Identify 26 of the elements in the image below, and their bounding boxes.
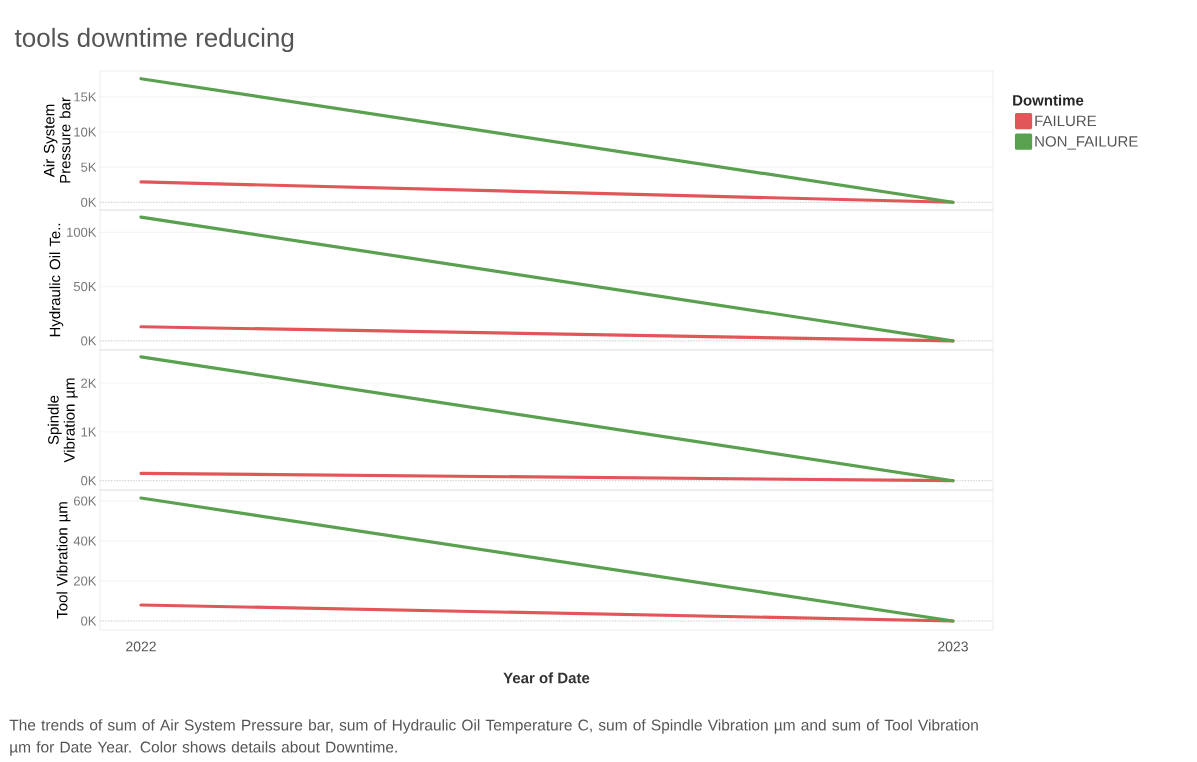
- y-tick-label: 20K: [74, 576, 97, 586]
- y-axis-title: Air System Pressure bar: [43, 97, 71, 183]
- y-axis-title: Hydraulic Oil Te..: [49, 223, 64, 337]
- y-tick-label: 15K: [74, 92, 97, 102]
- y-tick-label: 100K: [67, 227, 97, 237]
- y-tick-label: 40K: [73, 536, 97, 546]
- x-axis-title: Year of Date: [503, 672, 590, 684]
- y-tick-label: 0K: [81, 197, 97, 207]
- y-tick-label: 0K: [81, 616, 97, 626]
- text: The trends of sum of Air System Pressure bar, sum of Hydraulic Oil Temperature C, sum of Spindle Vibration µm and sum of Tool Vibration µm for Date Year. Color shows details about Downtime.: [9, 719, 978, 756]
- legend-title: Downtime: [1013, 94, 1084, 106]
- y-tick-label: 60K: [74, 496, 97, 506]
- legend-label: NON_FAILURE: [1035, 136, 1138, 150]
- y-tick-label: 1K: [81, 427, 97, 437]
- y-tick-label: 50K: [73, 281, 97, 292]
- x-tick-label: 2022: [126, 641, 156, 652]
- chart-title: tools downtime reducing: [14, 27, 294, 53]
- y-tick-label: 5K: [81, 162, 97, 172]
- y-tick-label: 0K: [81, 476, 97, 486]
- y-tick-label: 10K: [74, 127, 97, 137]
- x-tick-label: 2023: [938, 641, 968, 652]
- legend-label: FAILURE: [1035, 115, 1097, 127]
- y-tick-label: 0K: [81, 336, 97, 346]
- y-tick-label: 2K: [81, 378, 97, 388]
- y-axis-title: Spindle Vibration µm: [47, 378, 78, 463]
- y-axis-title: Tool Vibration µm: [56, 502, 71, 619]
